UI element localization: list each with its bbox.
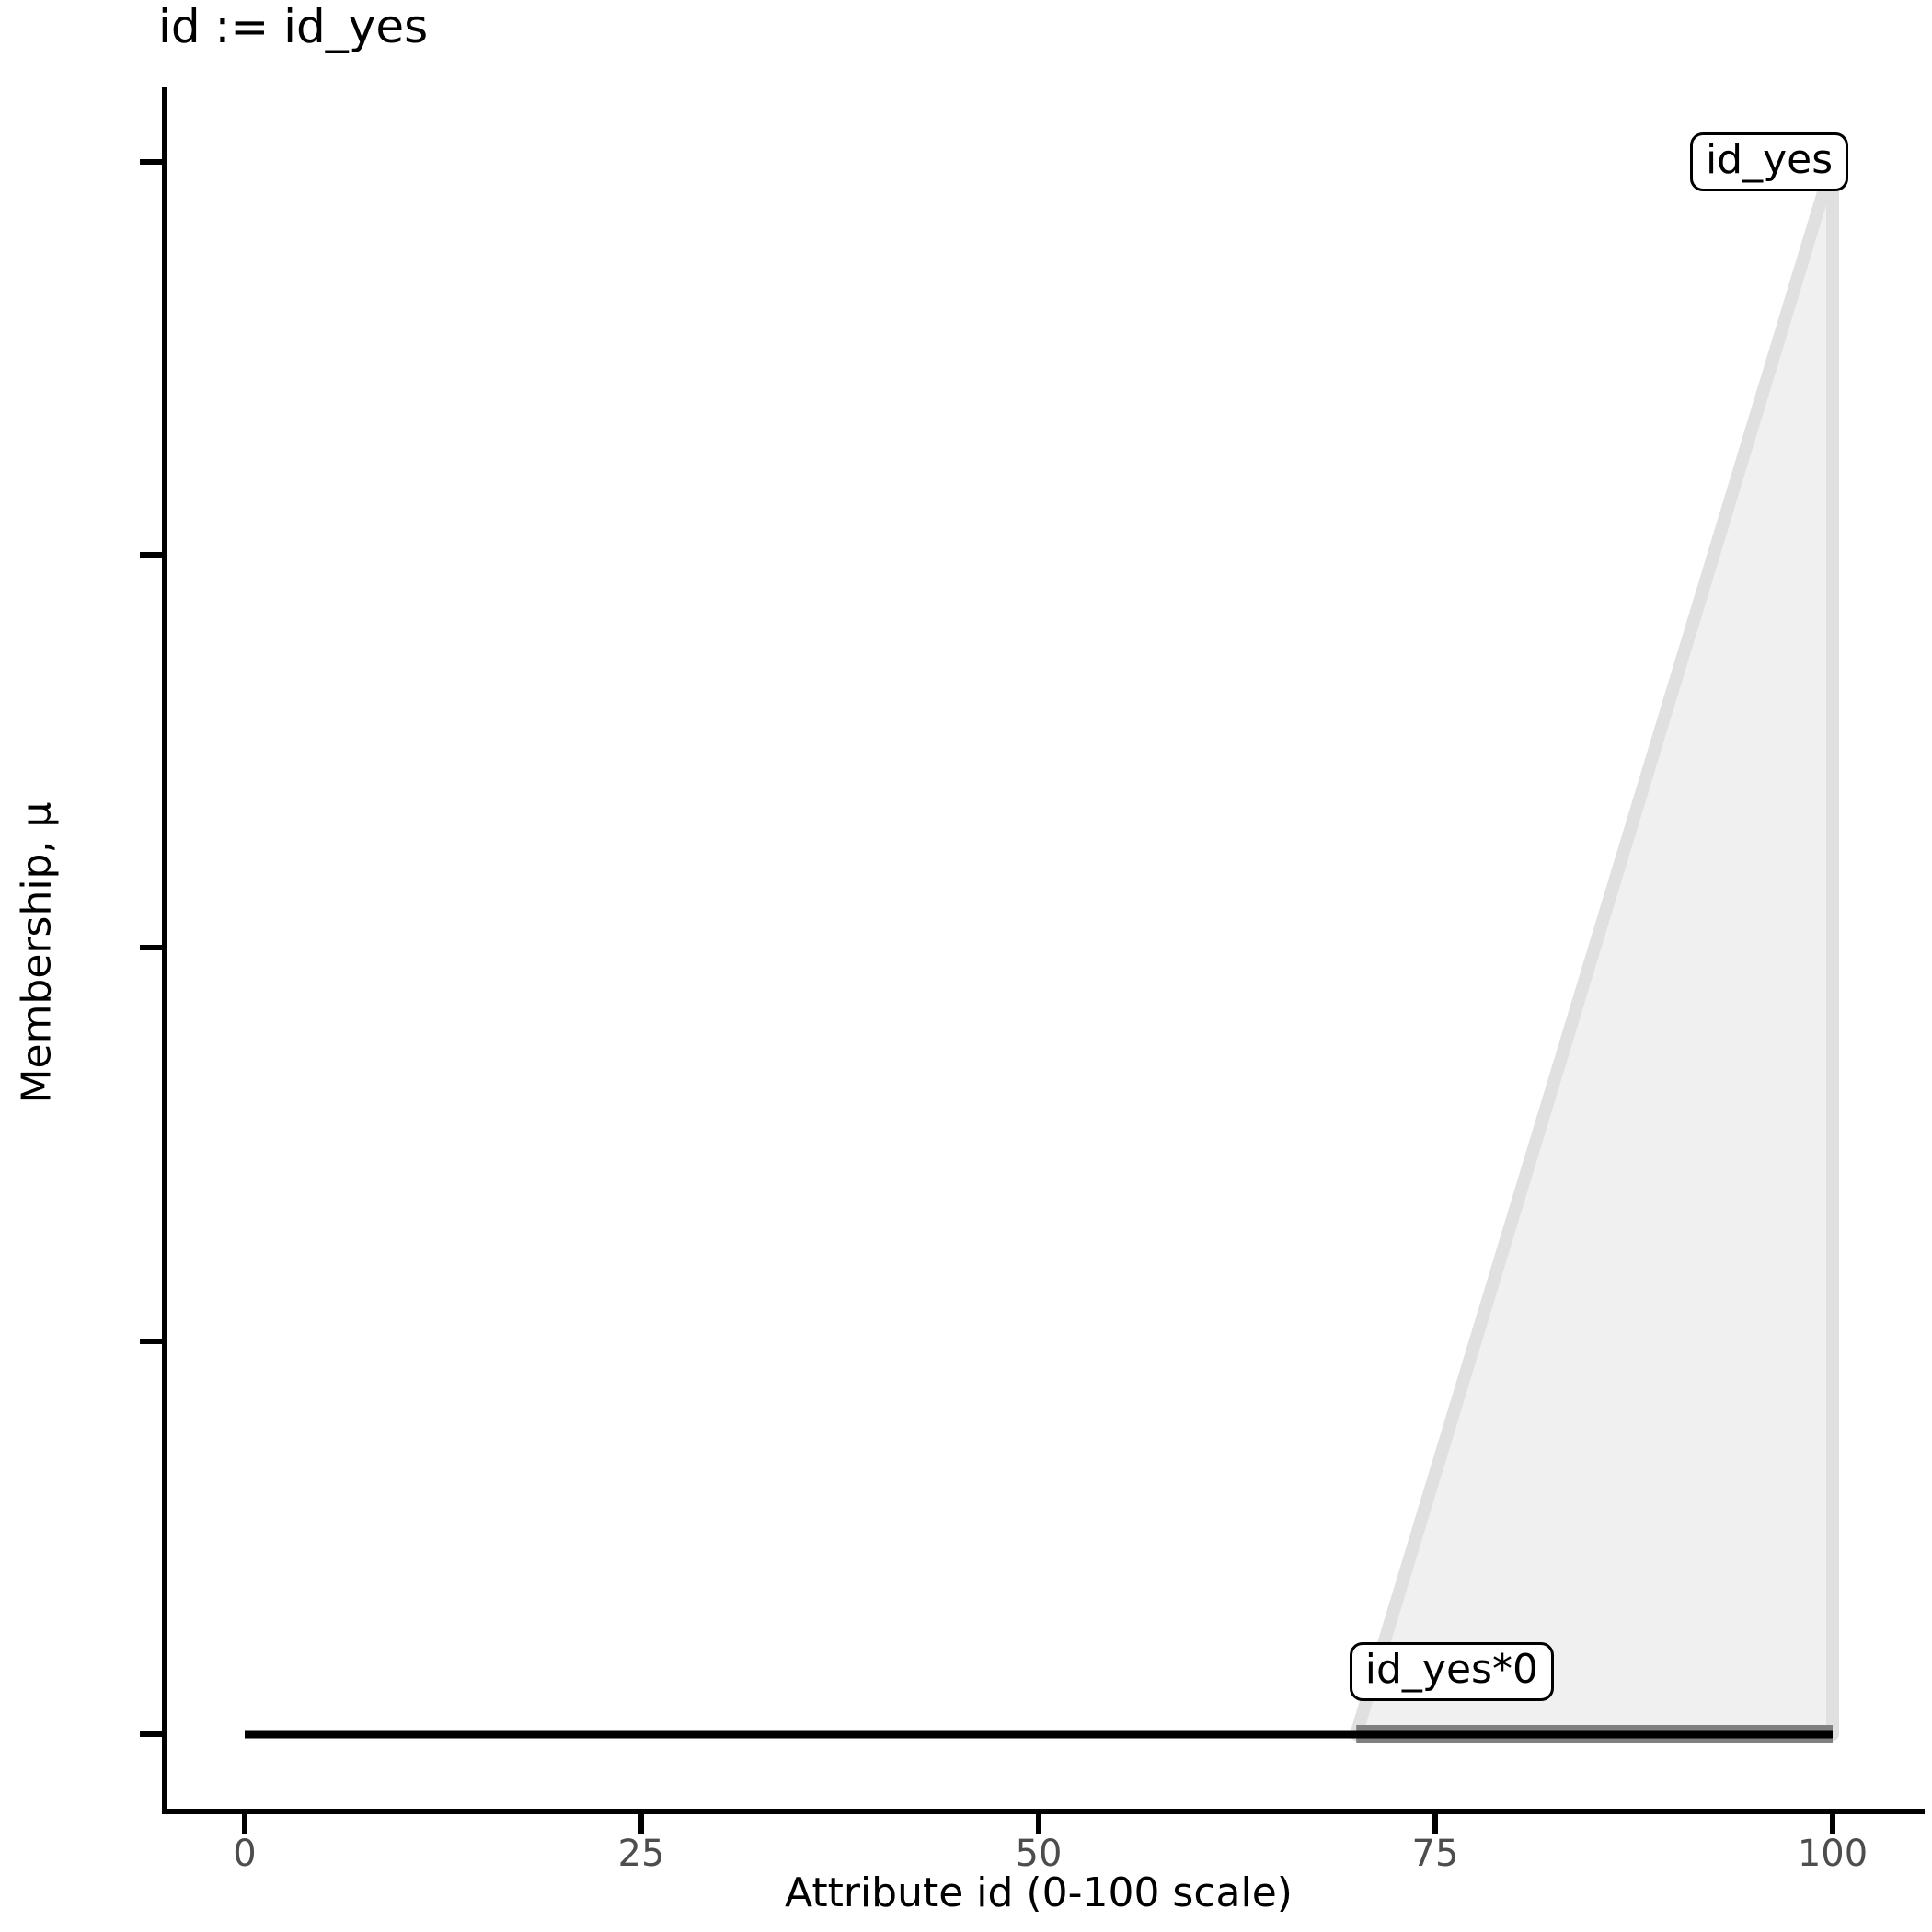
x-axis-title: Attribute id (0-100 scale) xyxy=(785,1869,1293,1916)
x-tick-label-4: 75 xyxy=(1411,1833,1459,1875)
y-tick-mark-5 xyxy=(140,1731,164,1737)
x-tick-label-2: 25 xyxy=(617,1833,665,1875)
x-tick-mark-1 xyxy=(242,1812,247,1834)
y-tick-mark-3 xyxy=(140,945,164,950)
x-tick-label-1: 0 xyxy=(233,1833,257,1875)
y-axis-line xyxy=(162,87,167,1814)
x-tick-mark-2 xyxy=(638,1812,644,1834)
x-tick-label-3: 50 xyxy=(1015,1833,1063,1875)
x-tick-mark-3 xyxy=(1036,1812,1041,1834)
x-tick-mark-5 xyxy=(1830,1812,1835,1834)
page-title: id := id_yes xyxy=(158,0,429,53)
x-tick-mark-4 xyxy=(1432,1812,1438,1834)
x-axis-line xyxy=(162,1809,1925,1814)
series-label-id-yes-times-0: id_yes*0 xyxy=(1349,1641,1554,1701)
series-label-id-yes: id_yes xyxy=(1689,132,1849,192)
x-tick-label-5: 100 xyxy=(1797,1833,1869,1875)
y-tick-mark-2 xyxy=(140,552,164,558)
y-axis-title: Membership, μ xyxy=(13,801,61,1104)
y-tick-mark-1 xyxy=(140,159,164,165)
y-tick-mark-4 xyxy=(140,1339,164,1344)
series-area-id-yes xyxy=(1350,155,1839,1741)
